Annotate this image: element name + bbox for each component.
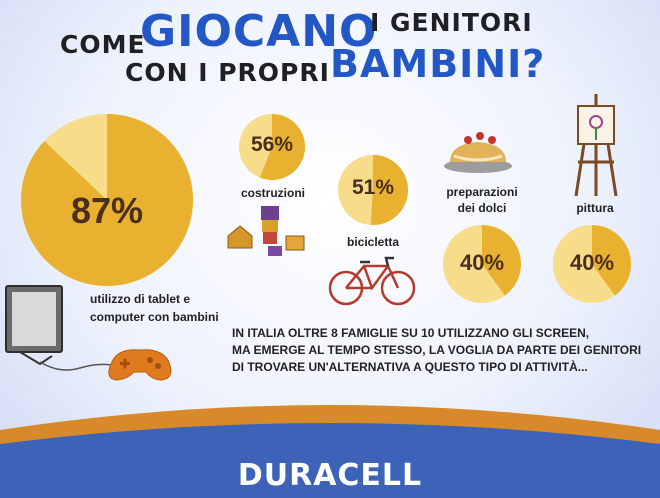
pie-tablet-slice	[21, 114, 193, 286]
title-word-genitori: I GENITORI	[370, 8, 533, 37]
pie-pittura-slice	[592, 225, 631, 296]
cake-illustration	[444, 132, 512, 173]
pie-tablet-computer	[21, 114, 193, 286]
pie-pittura	[553, 225, 631, 303]
duracell-logo-text: DURACELL	[237, 458, 423, 493]
building-blocks-illustration	[227, 206, 305, 256]
pie-dolci-slice	[482, 225, 521, 296]
pct-label-tablet: 87%	[70, 190, 144, 231]
computer-gamepad-illustration	[5, 285, 172, 381]
footer-band	[0, 405, 660, 498]
label-bicicletta: bicicletta	[346, 235, 400, 249]
title-word-giocano: GIOCANO	[140, 6, 378, 57]
label-dolci-line2: dei dolci	[457, 201, 507, 215]
bicycle-illustration	[328, 256, 416, 306]
pie-costruzioni	[239, 114, 305, 180]
pct-label-bicicletta: 51%	[351, 176, 395, 199]
pie-costruzioni-slice	[259, 114, 305, 180]
pie-bicicletta	[338, 155, 408, 225]
label-tablet-line2: computer con bambini	[90, 310, 219, 324]
pie-bicicletta-slice	[370, 155, 408, 225]
title-word-come: COME	[60, 30, 146, 59]
pie-preparazioni-dolci	[443, 225, 521, 303]
pct-label-dolci: 40%	[459, 250, 505, 275]
pct-label-costruzioni: 56%	[250, 133, 294, 156]
note-text: In Italia oltre 8 famiglie su 10 utilizz…	[232, 326, 642, 374]
label-costruzioni: costruzioni	[240, 186, 305, 200]
easel-illustration	[574, 94, 618, 197]
title-con-i-propri: CON I PROPRI	[125, 58, 330, 87]
label-tablet-line1: utilizzo di tablet e	[90, 292, 191, 306]
label-dolci-line1: preparazioni	[446, 185, 518, 199]
pct-label-pittura: 40%	[569, 250, 615, 275]
title-word-bambini: BAMBINI?	[330, 42, 546, 86]
label-pittura: pittura	[576, 201, 614, 215]
